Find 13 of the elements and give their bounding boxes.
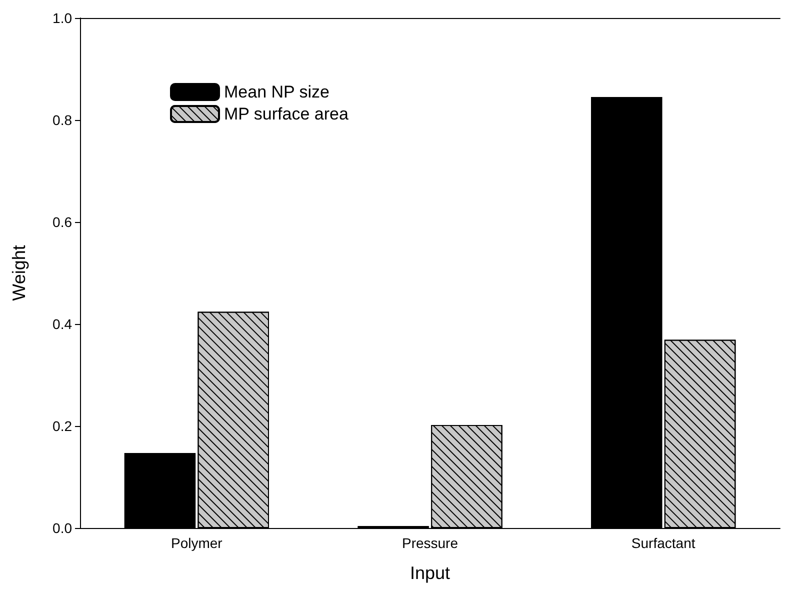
legend-label: Mean NP size: [224, 82, 330, 102]
x-axis-title: Input: [410, 563, 450, 583]
y-tick-label: 1.0: [52, 10, 72, 26]
y-tick-label: 0.4: [52, 316, 72, 332]
y-tick-label: 0.2: [52, 418, 72, 434]
x-tick-label: Surfactant: [631, 535, 696, 551]
legend-label: MP surface area: [224, 104, 349, 124]
x-tick-label: Pressure: [402, 535, 458, 551]
y-axis-title: Weight: [9, 245, 29, 301]
y-tick-label: 0.8: [52, 112, 72, 128]
y-tick-label: 0.0: [52, 520, 72, 536]
x-tick-label: Polymer: [170, 535, 223, 551]
y-tick-label: 0.6: [52, 214, 72, 230]
